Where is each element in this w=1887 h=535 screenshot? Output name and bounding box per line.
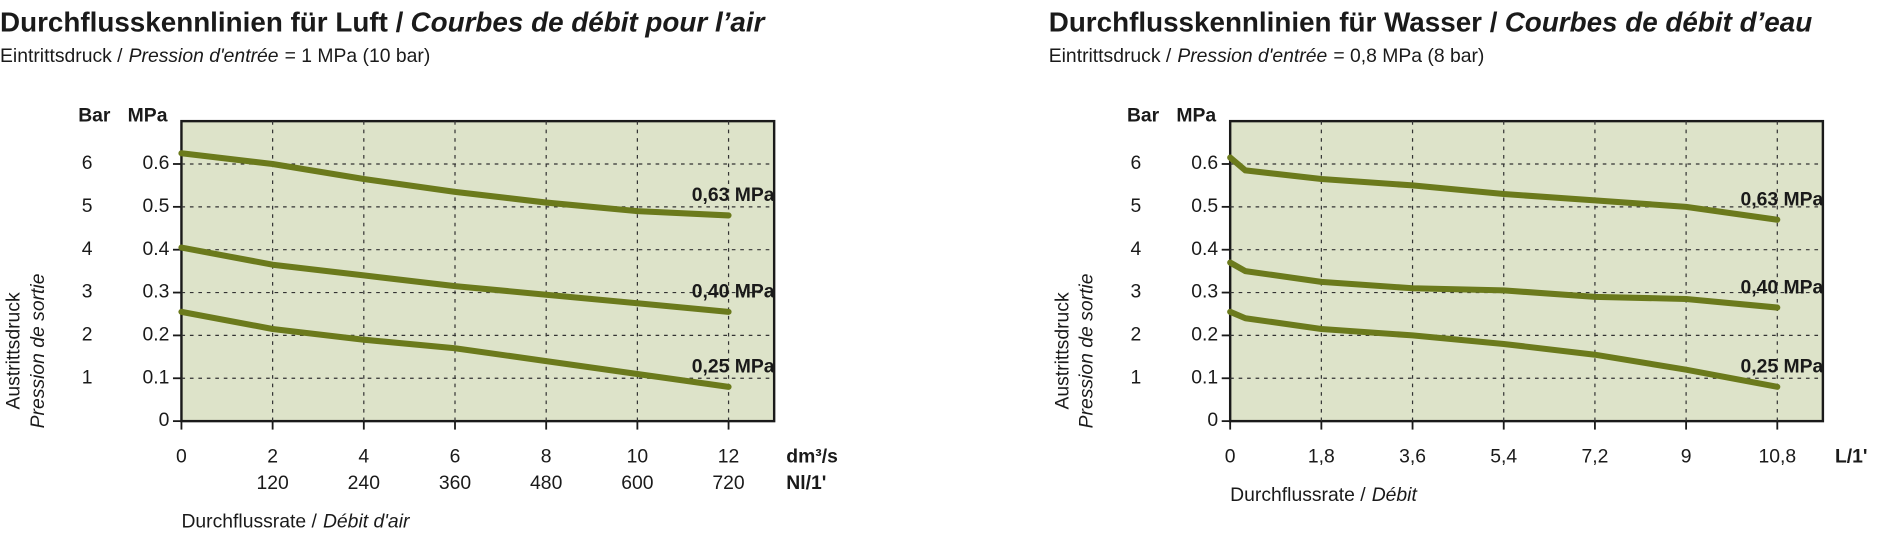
series-label: 0,63 MPa — [1740, 188, 1823, 210]
x-tick-label: 3,6 — [1399, 446, 1426, 468]
subtitle-fr: Pression d'entrée — [1177, 45, 1327, 67]
x-tick-label: 10 — [627, 446, 649, 468]
y-axis-title-fr: Pression de sortie — [1076, 273, 1098, 428]
y-unit: MPa — [128, 104, 168, 126]
y-tick-label: 0.4 — [142, 238, 169, 260]
x-tick-label: 7,2 — [1581, 446, 1608, 468]
y-tick-label: 0.2 — [142, 324, 169, 346]
y2-tick-label: 6 — [82, 152, 93, 174]
series-label: 0,25 MPa — [692, 356, 775, 378]
x2-tick-label: 480 — [530, 472, 562, 494]
x-title-fr: Débit — [1372, 484, 1419, 506]
subtitle-de: Eintrittsdruck / — [1049, 45, 1172, 67]
y2-tick-label: 5 — [82, 195, 93, 217]
y-tick-label: 0.4 — [1191, 238, 1218, 260]
series-label: 0,40 MPa — [1740, 276, 1823, 298]
x2-unit: Nl/1' — [786, 472, 826, 494]
y2-tick-label: 4 — [1130, 238, 1141, 260]
x-tick-label: 4 — [358, 446, 369, 468]
y2-tick-label: 3 — [1130, 281, 1141, 303]
y-axis-title: Austrittsdruck — [1051, 292, 1073, 409]
y-tick-label: 0 — [159, 409, 170, 431]
x-tick-label: 8 — [541, 446, 552, 468]
series-line — [1227, 154, 1781, 223]
x-tick-label: 1,8 — [1308, 446, 1335, 468]
series-label: 0,63 MPa — [692, 184, 775, 206]
subtitle-fr: Pression d'entrée — [129, 45, 279, 67]
x-tick-label: 10,8 — [1758, 446, 1796, 468]
plot-area — [180, 119, 776, 423]
y2-tick-label: 3 — [82, 281, 93, 303]
y-tick-label: 0.6 — [142, 152, 169, 174]
x2-tick-label: 360 — [439, 472, 471, 494]
series-label: 0,40 MPa — [692, 281, 775, 303]
x2-tick-label: 120 — [256, 472, 288, 494]
y-tick-label: 0.1 — [142, 366, 169, 388]
series-line — [1227, 259, 1781, 311]
x-tick-label: 12 — [718, 446, 740, 468]
series-line — [178, 308, 732, 390]
x-tick-label: 0 — [176, 446, 187, 468]
x-tick-label: 9 — [1681, 446, 1692, 468]
y2-tick-label: 1 — [1130, 366, 1141, 388]
y-tick-label: 0 — [1207, 409, 1218, 431]
x-title-de: Durchflussrate / — [1230, 484, 1366, 506]
y-tick-label: 0.3 — [142, 281, 169, 303]
y2-tick-label: 2 — [82, 324, 93, 346]
x-tick-label: 6 — [450, 446, 461, 468]
plot-area — [1228, 119, 1825, 423]
y-tick-label: 0.5 — [142, 195, 169, 217]
y-tick-label: 0.2 — [1191, 324, 1218, 346]
y-tick-label: 0.1 — [1191, 366, 1218, 388]
chart-title: Durchflusskennlinien für Luft / Courbes d… — [0, 7, 767, 38]
y-tick-label: 0.5 — [1191, 195, 1218, 217]
subtitle-value: = 1 MPa (10 bar) — [285, 45, 431, 67]
title-de: Durchflusskennlinien für Luft / — [0, 7, 404, 38]
y-axis-title: Austrittsdruck — [3, 292, 25, 409]
x2-tick-label: 240 — [348, 472, 380, 494]
x-tick-label: 2 — [267, 446, 278, 468]
y-unit: MPa — [1176, 104, 1216, 126]
title-fr: Courbes de débit pour l’air — [411, 7, 767, 38]
x-unit: L/1' — [1835, 446, 1868, 468]
x-title-fr: Débit d'air — [323, 511, 411, 533]
y-tick-label: 0.6 — [1191, 152, 1218, 174]
subtitle-de: Eintrittsdruck / — [0, 45, 123, 67]
x-axis-title: Durchflussrate / Débit d'air — [181, 511, 411, 533]
y2-tick-label: 5 — [1130, 195, 1141, 217]
y-axis-title-fr: Pression de sortie — [27, 273, 49, 428]
x-unit: dm³/s — [786, 446, 838, 468]
series-line — [1227, 308, 1781, 390]
x2-tick-label: 720 — [712, 472, 744, 494]
chart-subtitle: Eintrittsdruck / Pression d'entrée = 0,8 M… — [1049, 45, 1485, 67]
chart-title: Durchflusskennlinien für Wasser / Courbes… — [1049, 7, 1813, 38]
series-line — [178, 150, 732, 219]
chart: Durchflusskennlinien für Wasser / Courbes… — [1049, 7, 1868, 507]
x-tick-label: 0 — [1225, 446, 1236, 468]
y2-tick-label: 6 — [1130, 152, 1141, 174]
y2-unit: Bar — [1127, 104, 1160, 126]
series-line — [178, 244, 732, 315]
y2-tick-label: 1 — [82, 366, 93, 388]
chart-subtitle: Eintrittsdruck / Pression d'entrée = 1 MPa… — [0, 45, 430, 67]
y2-tick-label: 2 — [1130, 324, 1141, 346]
x2-tick-label: 600 — [621, 472, 653, 494]
title-de: Durchflusskennlinien für Wasser / — [1049, 7, 1498, 38]
chart: Durchflusskennlinien für Luft / Courbes d… — [0, 7, 838, 533]
x-axis-title: Durchflussrate / Débit — [1230, 484, 1418, 506]
x-tick-label: 5,4 — [1490, 446, 1517, 468]
y2-tick-label: 4 — [82, 238, 93, 260]
title-fr: Courbes de débit d’eau — [1505, 7, 1813, 38]
x-title-de: Durchflussrate / — [181, 511, 317, 533]
series-label: 0,25 MPa — [1740, 356, 1823, 378]
y2-unit: Bar — [78, 104, 111, 126]
subtitle-value: = 0,8 MPa (8 bar) — [1333, 45, 1484, 67]
y-tick-label: 0.3 — [1191, 281, 1218, 303]
